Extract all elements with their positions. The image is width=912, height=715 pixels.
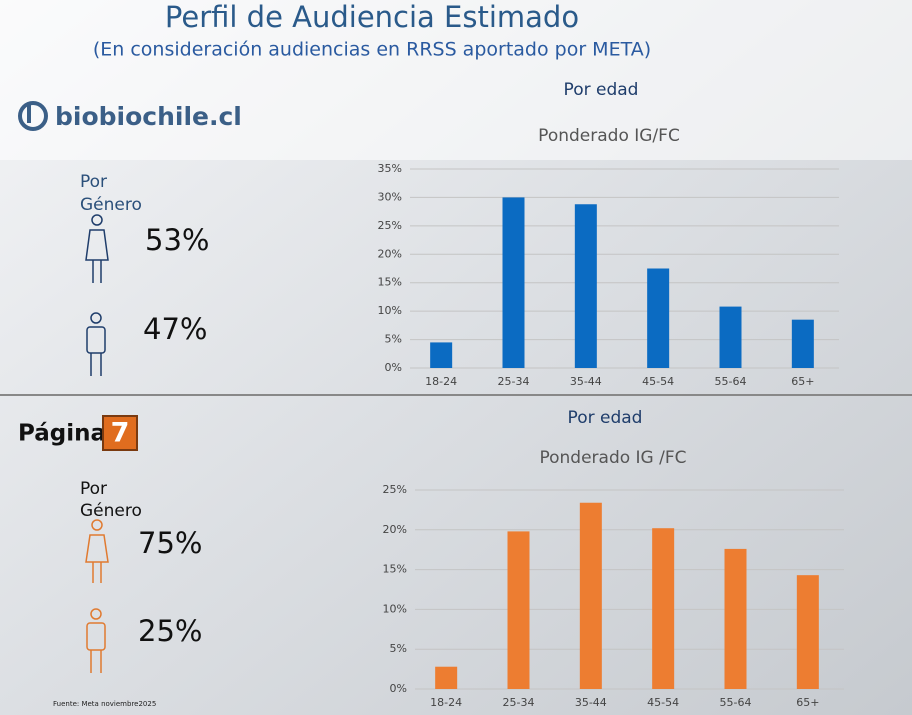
gender-label: Por	[80, 172, 107, 192]
female-share: 75%	[138, 526, 202, 560]
source-note: Fuente: Meta noviembre2025	[53, 700, 156, 708]
x-tick-label: 55-64	[715, 375, 747, 388]
bar	[574, 204, 597, 368]
x-tick-label: 45-54	[647, 696, 679, 709]
female-share: 53%	[145, 223, 209, 257]
y-tick-label: 15%	[378, 276, 402, 289]
x-tick-label: 45-54	[642, 375, 674, 388]
y-tick-label: 5%	[385, 333, 402, 346]
brand: biobiochile.cl	[55, 102, 242, 131]
y-tick-label: 20%	[383, 523, 407, 536]
brand: Página	[18, 421, 106, 447]
bar	[430, 342, 453, 368]
x-tick-label: 55-64	[720, 696, 752, 709]
y-tick-label: 15%	[383, 563, 407, 576]
bar	[435, 666, 458, 689]
y-tick-label: 0%	[390, 682, 407, 695]
y-tick-label: 35%	[378, 162, 402, 175]
x-tick-label: 65+	[796, 696, 819, 709]
bar	[579, 502, 602, 689]
biobio-logo: biobiochile.cl	[18, 101, 242, 131]
gender-label: Por	[80, 479, 107, 499]
chart-subtitle: Ponderado IG /FC	[539, 448, 686, 468]
x-tick-label: 18-24	[425, 375, 457, 388]
y-tick-label: 10%	[383, 602, 407, 615]
page-title: Perfil de Audiencia Estimado	[165, 0, 579, 34]
pagina7-logo: Página 7	[18, 415, 138, 451]
y-tick-label: 20%	[378, 247, 402, 260]
bar	[719, 306, 742, 368]
male-share: 47%	[143, 312, 207, 346]
y-tick-label: 25%	[383, 483, 407, 496]
x-tick-label: 35-44	[570, 375, 602, 388]
bar	[652, 528, 675, 689]
y-tick-label: 10%	[378, 304, 402, 317]
bar	[647, 268, 670, 368]
chart-subtitle: Ponderado IG/FC	[538, 126, 680, 146]
bar	[507, 531, 530, 689]
bar	[724, 548, 747, 689]
male-icon	[86, 312, 106, 376]
background-fade	[0, 0, 912, 160]
chart-title: Por edad	[568, 408, 643, 428]
y-tick-label: 5%	[390, 642, 407, 655]
x-tick-label: 35-44	[575, 696, 607, 709]
x-tick-label: 65+	[791, 375, 814, 388]
page-subtitle: (En consideración audiencias en RRSS apo…	[93, 39, 651, 61]
x-tick-label: 25-34	[503, 696, 535, 709]
y-tick-label: 30%	[378, 190, 402, 203]
gender-label: Género	[80, 501, 142, 521]
female-icon	[85, 519, 109, 583]
bar	[502, 197, 525, 368]
y-tick-label: 0%	[385, 361, 402, 374]
gender-label: Género	[80, 195, 142, 215]
male-share: 25%	[138, 614, 202, 648]
male-icon	[86, 608, 106, 673]
bar	[796, 575, 819, 689]
female-icon	[85, 214, 109, 283]
x-tick-label: 25-34	[498, 375, 530, 388]
x-tick-label: 18-24	[430, 696, 462, 709]
bar	[791, 319, 814, 368]
y-tick-label: 25%	[378, 219, 402, 232]
brand-number: 7	[111, 418, 130, 449]
chart-title: Por edad	[564, 80, 639, 100]
